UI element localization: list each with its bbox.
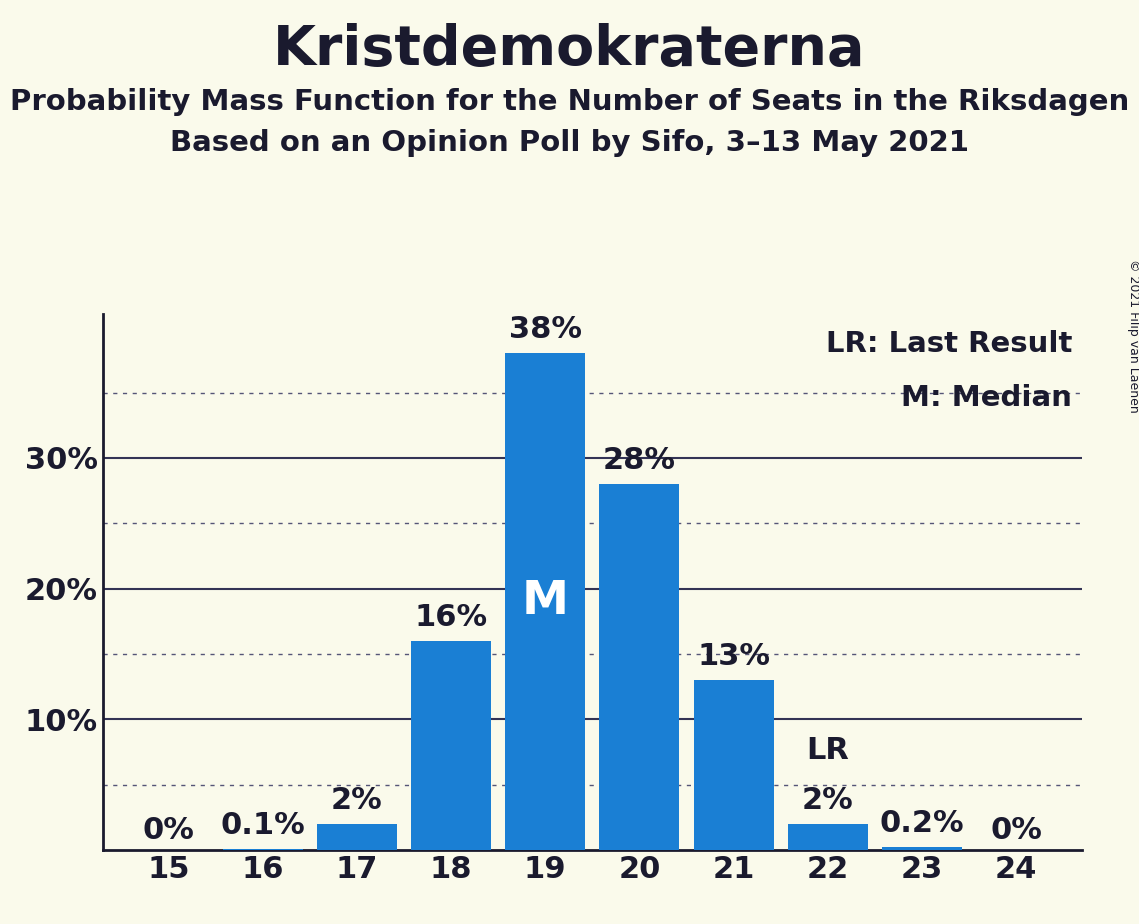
Bar <box>506 353 585 850</box>
Text: M: M <box>522 579 568 625</box>
Text: 2%: 2% <box>331 785 383 815</box>
Text: Kristdemokraterna: Kristdemokraterna <box>273 23 866 77</box>
Text: 0%: 0% <box>142 816 195 845</box>
Bar <box>882 847 962 850</box>
Text: 38%: 38% <box>509 315 582 345</box>
Text: 2%: 2% <box>802 785 853 815</box>
Text: 0.2%: 0.2% <box>879 809 965 838</box>
Bar <box>317 824 396 850</box>
Text: Probability Mass Function for the Number of Seats in the Riksdagen: Probability Mass Function for the Number… <box>10 88 1129 116</box>
Text: Based on an Opinion Poll by Sifo, 3–13 May 2021: Based on an Opinion Poll by Sifo, 3–13 M… <box>170 129 969 157</box>
Bar <box>599 484 679 850</box>
Text: LR: LR <box>806 736 850 765</box>
Text: 13%: 13% <box>697 642 770 671</box>
Bar <box>788 824 868 850</box>
Text: 16%: 16% <box>415 602 487 632</box>
Text: © 2021 Filip van Laenen: © 2021 Filip van Laenen <box>1126 259 1139 412</box>
Text: M: Median: M: Median <box>901 383 1072 412</box>
Text: LR: Last Result: LR: Last Result <box>826 330 1072 359</box>
Text: 0%: 0% <box>990 816 1042 845</box>
Bar <box>694 680 773 850</box>
Bar <box>222 849 303 850</box>
Text: 0.1%: 0.1% <box>220 810 305 840</box>
Bar <box>411 641 491 850</box>
Text: 28%: 28% <box>603 446 675 475</box>
